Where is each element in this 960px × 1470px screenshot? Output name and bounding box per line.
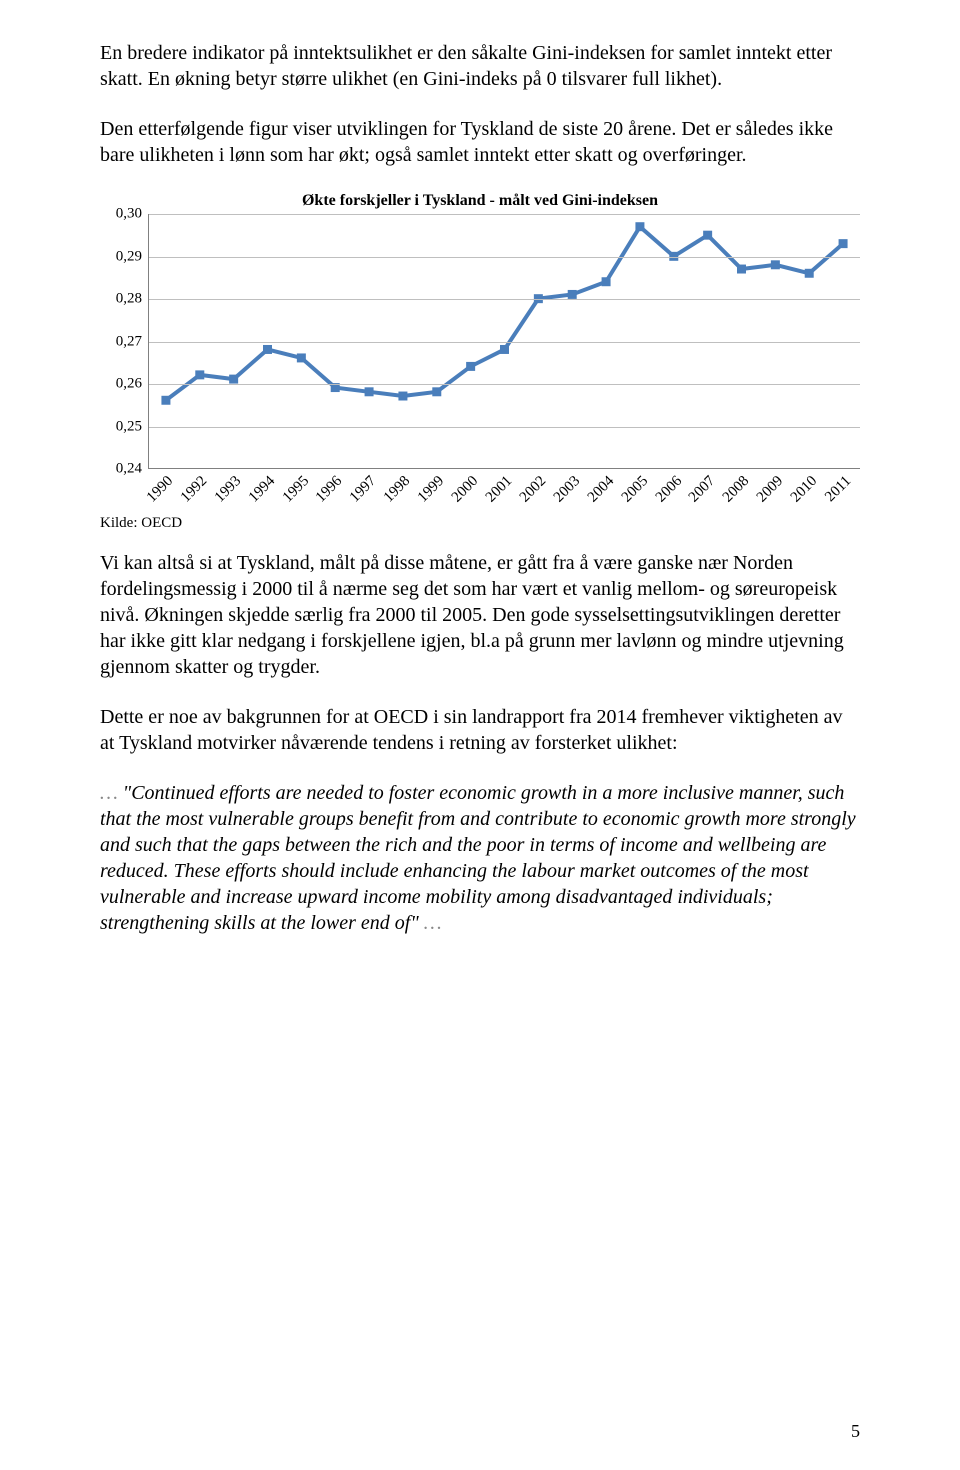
chart-marker [635,222,644,231]
y-tick-label: 0,24 [116,461,142,478]
x-tick-label: 2002 [517,473,550,506]
grid-line [149,384,860,385]
chart-x-axis: 1990199219931994199519961997199819992000… [148,469,860,511]
chart-marker [771,260,780,269]
x-tick-label: 1998 [381,473,414,506]
x-tick-label: 2003 [551,473,584,506]
chart-marker [161,396,170,405]
chart-marker [263,345,272,354]
chart-source: Kilde: OECD [100,515,860,532]
quote-paragraph: … "Continued efforts are needed to foste… [100,780,860,936]
quote-trailing-ellipsis: … [424,912,442,934]
grid-line [149,257,860,258]
x-tick-label: 1999 [415,473,448,506]
x-tick-label: 2010 [788,473,821,506]
y-tick-label: 0,25 [116,418,142,435]
x-tick-label: 1993 [212,473,245,506]
x-tick-label: 1992 [178,473,211,506]
chart-title: Økte forskjeller i Tyskland - målt ved G… [100,192,860,210]
chart-marker [432,387,441,396]
chart-body-row: 0,300,290,280,270,260,250,24 [100,214,860,469]
chart-marker [500,345,509,354]
x-tick-label: 2000 [449,473,482,506]
x-tick-label: 2011 [822,473,855,506]
chart-marker [805,269,814,278]
chart-marker [839,239,848,248]
y-tick-label: 0,28 [116,291,142,308]
chart-marker [297,353,306,362]
chart-line [166,227,843,401]
grid-line [149,299,860,300]
paragraph-3: Vi kan altså si at Tyskland, målt på dis… [100,550,860,680]
y-tick-label: 0,27 [116,333,142,350]
paragraph-1: En bredere indikator på inntektsulikhet … [100,40,860,92]
x-tick-label: 1990 [144,473,177,506]
x-tick-label: 2008 [720,473,753,506]
x-tick-label: 1996 [313,473,346,506]
chart-plot-area [148,214,860,469]
x-tick-label: 1994 [245,473,278,506]
y-tick-label: 0,26 [116,376,142,393]
x-tick-label: 2009 [754,473,787,506]
y-tick-label: 0,29 [116,248,142,265]
x-tick-label: 2006 [652,473,685,506]
x-tick-label: 2007 [686,473,719,506]
chart-marker [229,375,238,384]
gini-chart: Økte forskjeller i Tyskland - målt ved G… [100,192,860,511]
page-container: En bredere indikator på inntektsulikhet … [0,0,960,1470]
chart-marker [568,290,577,299]
chart-y-axis: 0,300,290,280,270,260,250,24 [100,214,148,469]
page-number: 5 [851,1421,860,1442]
x-tick-label: 2004 [584,473,617,506]
chart-marker [737,265,746,274]
quote-text: "Continued efforts are needed to foster … [100,782,856,934]
chart-marker [466,362,475,371]
grid-line [149,214,860,215]
chart-marker [195,370,204,379]
paragraph-4: Dette er noe av bakgrunnen for at OECD i… [100,704,860,756]
paragraph-2: Den etterfølgende figur viser utviklinge… [100,116,860,168]
x-tick-label: 2005 [618,473,651,506]
x-tick-label: 1995 [279,473,312,506]
chart-marker [602,277,611,286]
y-tick-label: 0,30 [116,206,142,223]
chart-marker [703,231,712,240]
quote-leading-ellipsis: … [100,782,118,804]
chart-marker [365,387,374,396]
grid-line [149,427,860,428]
grid-line [149,342,860,343]
x-tick-label: 2001 [483,473,516,506]
chart-marker [398,392,407,401]
x-tick-label: 1997 [347,473,380,506]
